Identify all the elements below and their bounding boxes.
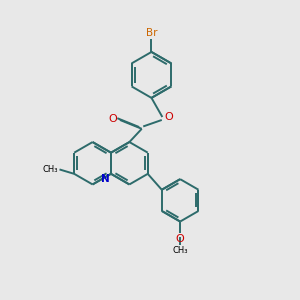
- Text: N: N: [101, 174, 110, 184]
- Text: CH₃: CH₃: [43, 165, 58, 174]
- Text: Br: Br: [146, 28, 157, 38]
- Text: CH₃: CH₃: [172, 246, 188, 255]
- Text: O: O: [108, 114, 117, 124]
- Text: O: O: [176, 234, 184, 244]
- Text: O: O: [165, 112, 173, 122]
